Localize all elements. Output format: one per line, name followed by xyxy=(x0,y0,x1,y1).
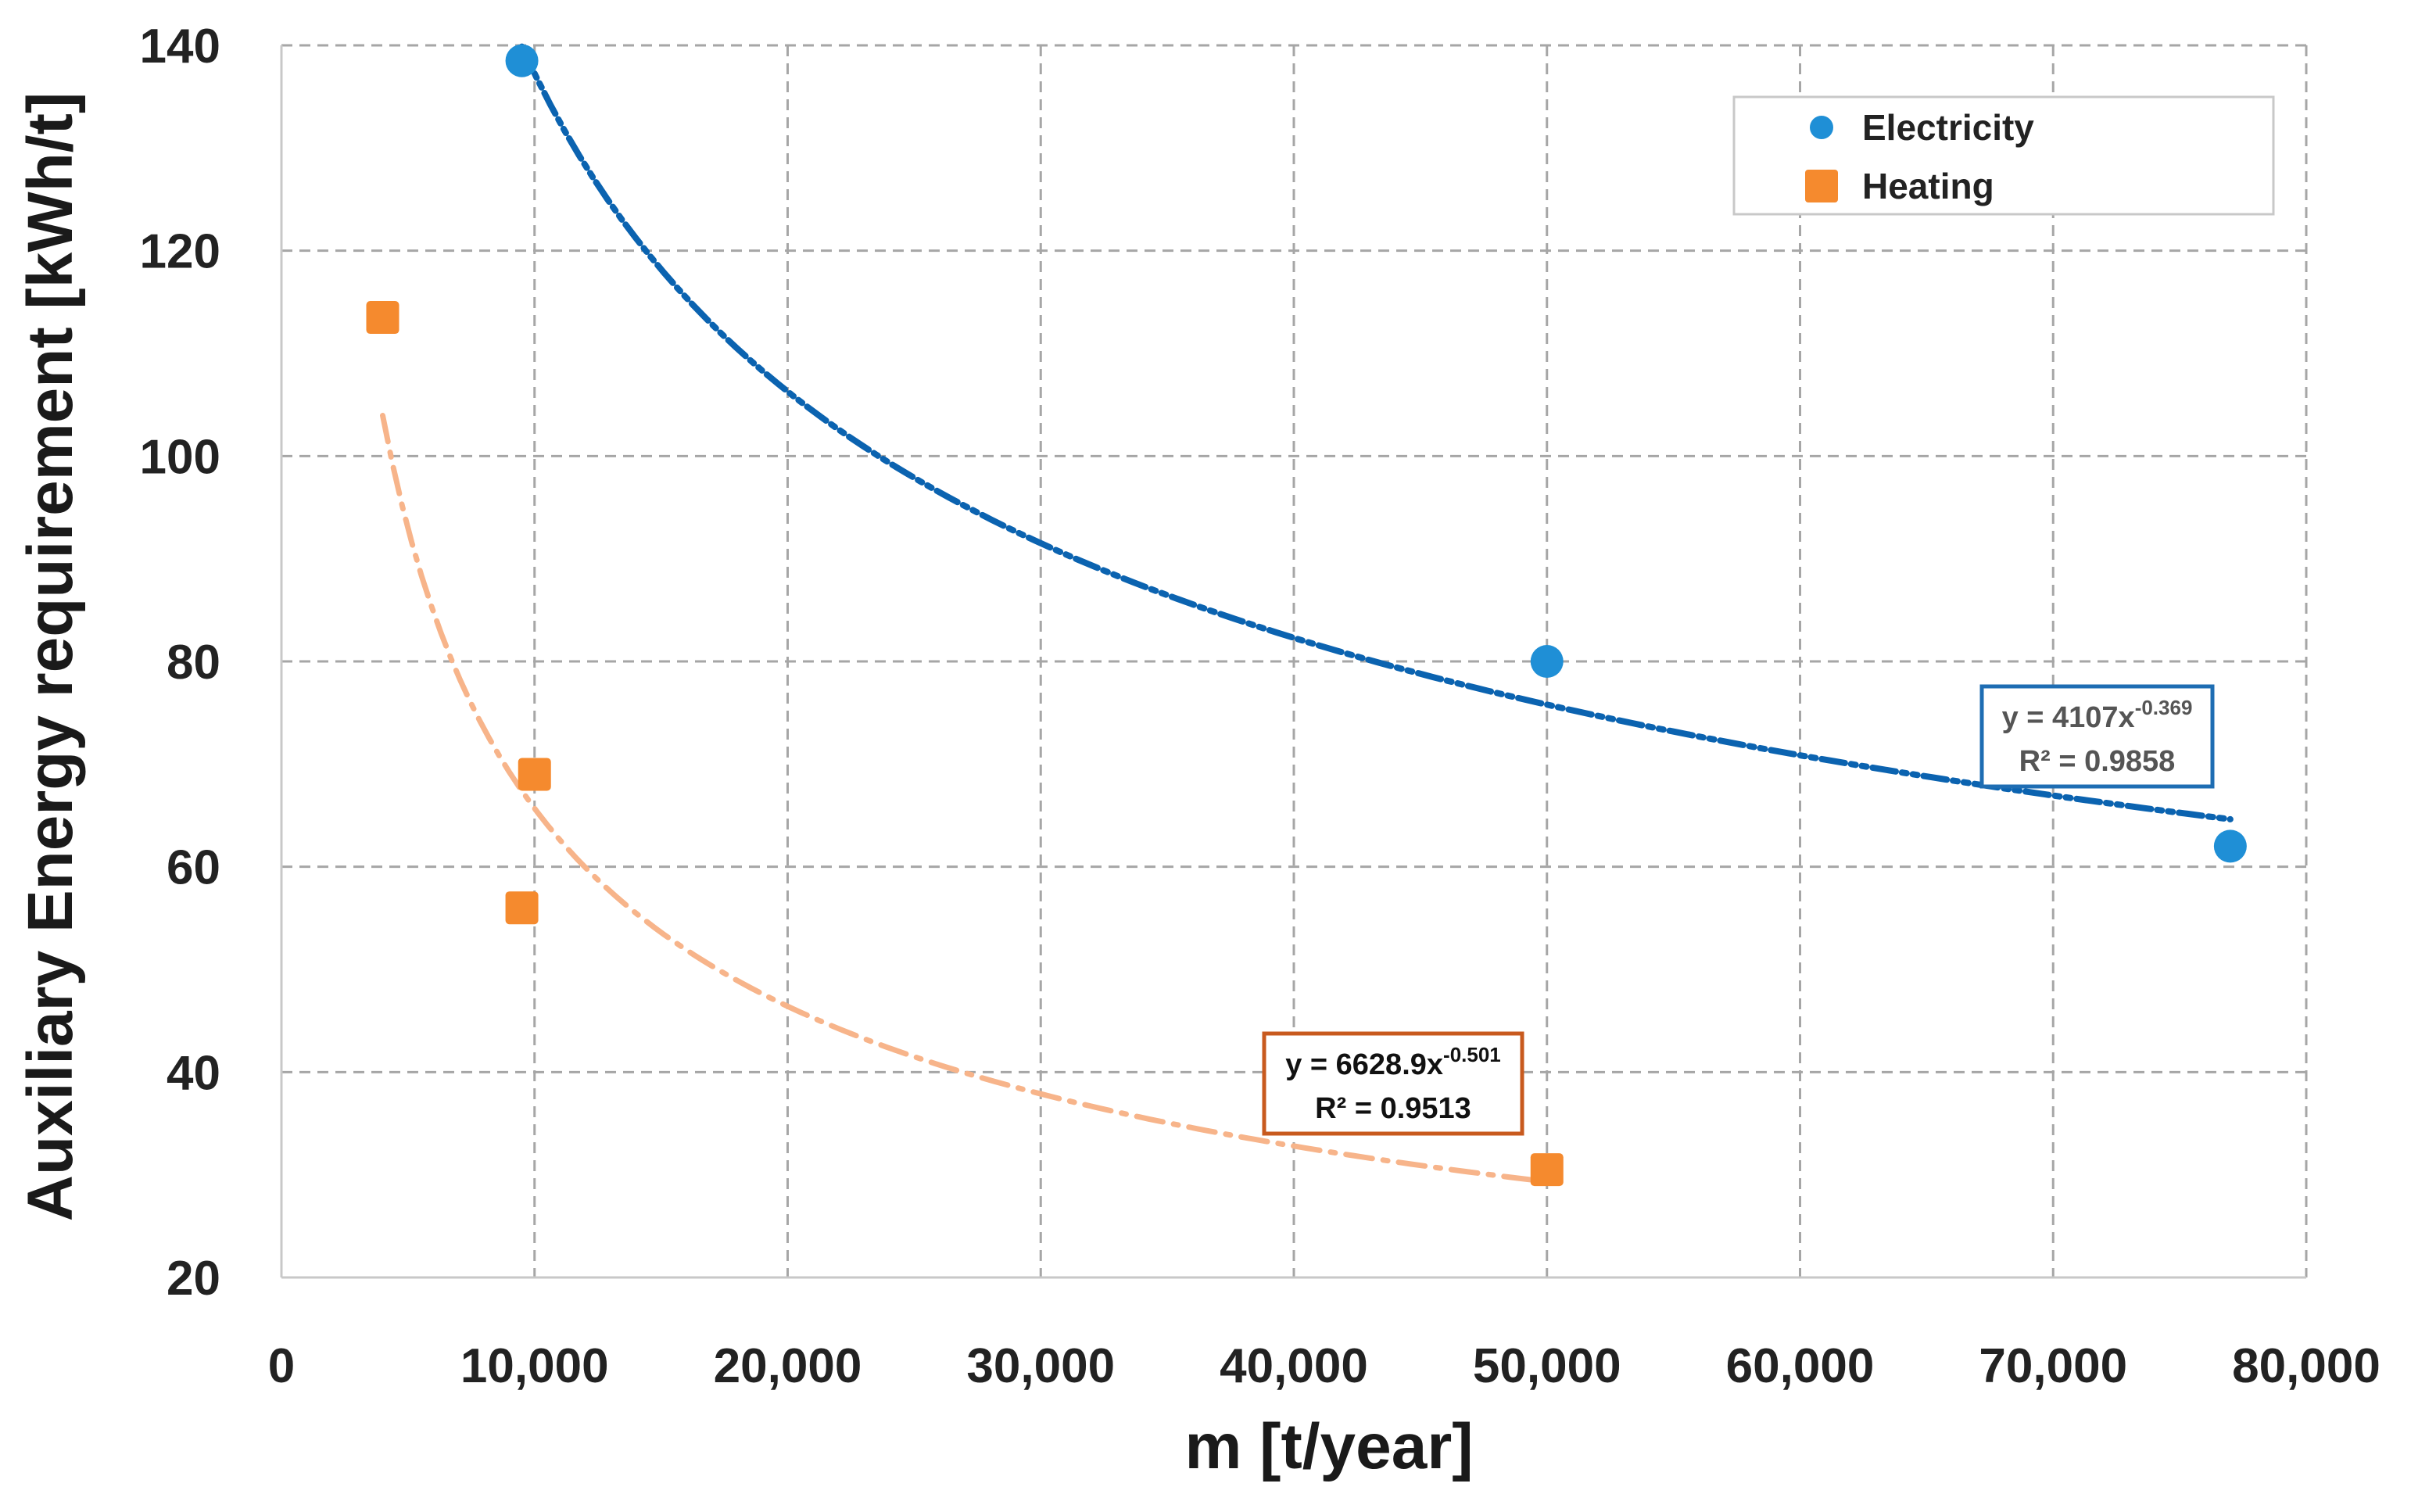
y-tick-label: 20 xyxy=(167,1252,220,1306)
electricity-equation-text: y = 4107x-0.369 xyxy=(2002,696,2193,734)
y-tick-label: 100 xyxy=(140,430,220,484)
y-tick-label: 140 xyxy=(140,20,220,73)
y-tick-label: 40 xyxy=(167,1046,220,1100)
y-axis-title: Auxiliary Energy requirement [kWh/t] xyxy=(15,92,86,1221)
legend: Electricity Heating xyxy=(1732,95,2275,216)
y-tick-label: 60 xyxy=(167,841,220,895)
electricity-point xyxy=(1530,645,1564,678)
tick-labels: 0 10,000 20,000 30,000 40,000 50,000 60,000 70,… xyxy=(140,20,2381,1393)
legend-electricity-marker xyxy=(1810,116,1833,139)
electricity-equation-base: y = 4107x xyxy=(2002,701,2135,734)
y-tick-label: 120 xyxy=(140,225,220,279)
heating-equation-box xyxy=(1262,1031,1524,1136)
heating-point xyxy=(366,301,399,335)
x-tick-label: 40,000 xyxy=(1220,1339,1368,1393)
legend-electricity-label: Electricity xyxy=(1862,107,2034,148)
heating-point xyxy=(505,891,539,925)
x-tick-label: 70,000 xyxy=(1979,1339,2127,1393)
electricity-equation-exponent: -0.369 xyxy=(2135,696,2193,719)
electricity-equation: y = 4107x-0.369 R² = 0.9858 xyxy=(1979,684,2215,789)
x-tick-label: 80,000 xyxy=(2232,1339,2381,1393)
heating-equation-text: y = 6628.9x-0.501 xyxy=(1285,1043,1501,1081)
heating-point xyxy=(1530,1153,1564,1187)
electricity-equation-box xyxy=(1979,684,2215,789)
data-markers xyxy=(366,44,2247,1187)
heating-equation-base: y = 6628.9x xyxy=(1285,1048,1443,1081)
x-tick-label: 60,000 xyxy=(1726,1339,1875,1393)
electricity-trendline xyxy=(518,43,2234,822)
heating-point xyxy=(518,758,551,791)
x-tick-label: 10,000 xyxy=(460,1339,609,1393)
x-axis-title: m [t/year] xyxy=(1184,1411,1473,1482)
x-tick-label: 30,000 xyxy=(966,1339,1115,1393)
legend-heating-marker xyxy=(1805,170,1838,202)
electricity-point xyxy=(505,44,539,77)
electricity-point xyxy=(2213,829,2247,863)
electricity-r-squared: R² = 0.9858 xyxy=(2019,745,2176,778)
trendlines xyxy=(380,43,2234,1184)
y-tick-label: 80 xyxy=(167,636,220,690)
heating-equation-exponent: -0.501 xyxy=(1443,1043,1501,1066)
x-tick-label: 20,000 xyxy=(714,1339,862,1393)
x-tick-label: 0 xyxy=(268,1339,295,1393)
legend-heating-label: Heating xyxy=(1862,166,1994,206)
heating-equation: y = 6628.9x-0.501 R² = 0.9513 xyxy=(1262,1031,1524,1136)
heating-r-squared: R² = 0.9513 xyxy=(1315,1092,1471,1125)
x-tick-label: 50,000 xyxy=(1473,1339,1621,1393)
heating-trendline xyxy=(380,413,1550,1184)
